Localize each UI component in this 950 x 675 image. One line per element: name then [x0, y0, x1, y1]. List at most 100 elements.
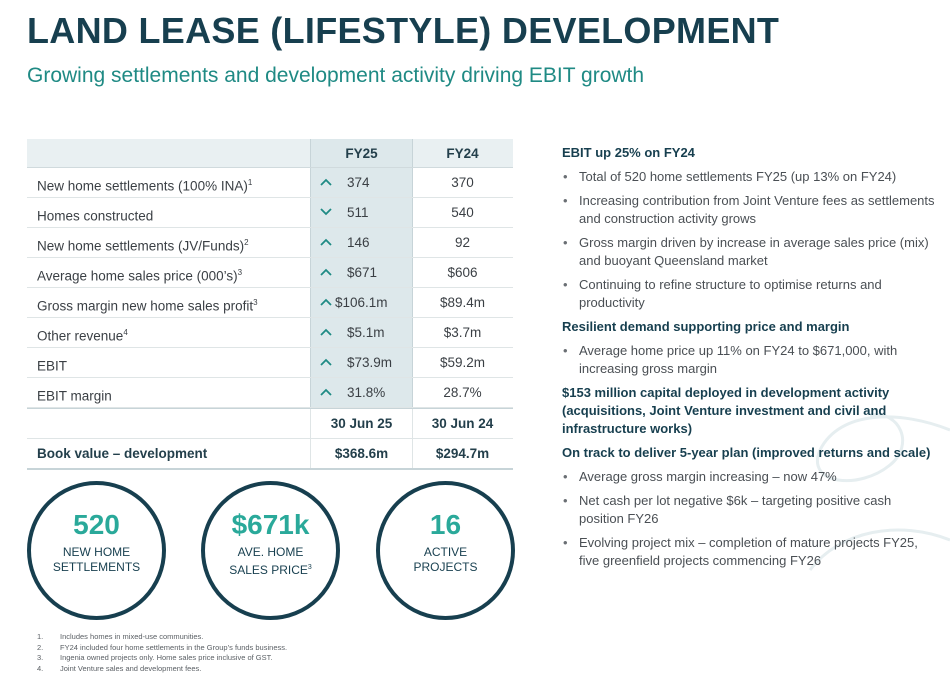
section-heading: Resilient demand supporting price and ma… [562, 319, 850, 334]
fy25-cell: 146 [310, 228, 413, 257]
table-row: Other revenue4 $5.1m $3.7m [27, 318, 513, 348]
fy25-value: 31.8% [347, 385, 386, 400]
chevron-up-icon [320, 168, 332, 197]
metric-footnote-ref: 3 [237, 268, 243, 277]
metric-label-text: Homes constructed [37, 208, 154, 224]
footnote-text: Ingenia owned projects only. Home sales … [60, 653, 273, 662]
stat-label: ACTIVE PROJECTS [380, 545, 511, 575]
stat-label: AVE. HOME SALES PRICE3 [205, 545, 336, 578]
metric-label: New home settlements (JV/Funds)2 [37, 228, 249, 261]
bullet-point: Evolving project mix – completion of mat… [562, 534, 937, 570]
metric-label-text: Other revenue [37, 328, 124, 344]
footnotes: 1. Includes homes in mixed-use communitie… [37, 632, 287, 674]
fy25-cell: 31.8% [310, 378, 413, 407]
metric-label: Homes constructed [37, 198, 153, 231]
footnote-text: FY24 included four home settlements in t… [60, 642, 288, 652]
metric-label-text: Gross margin new home sales profit [37, 298, 254, 314]
stat-label-line2: PROJECTS [413, 560, 478, 574]
stat-circle-settlements: 520 NEW HOME SETTLEMENTS [27, 481, 166, 620]
section-heading: On track to deliver 5-year plan (improve… [562, 445, 931, 460]
stat-value: 16 [429, 509, 462, 540]
footnote-number: 1. [37, 632, 44, 641]
stat-label-line2: SALES PRICE [229, 563, 308, 577]
metric-label-text: EBIT [37, 358, 68, 374]
footnote-number: 4. [37, 663, 44, 673]
fy25-cell: $73.9m [310, 348, 413, 377]
metric-label-text: EBIT margin [37, 388, 112, 404]
fy25-value: $106.1m [335, 295, 388, 310]
metric-label: Gross margin new home sales profit3 [37, 288, 258, 321]
metric-label: New home settlements (100% INA)1 [37, 168, 252, 201]
stat-value: 520 [73, 509, 120, 540]
page-subtitle: Growing settlements and development acti… [27, 64, 645, 87]
bullet-point: Average home price up 11% on FY24 to $67… [562, 342, 937, 378]
commentary-panel: EBIT up 25% on FY24 Total of 520 home set… [562, 144, 937, 576]
fy25-value: 146 [347, 235, 370, 250]
table-header-row: FY25 FY24 [27, 139, 513, 168]
fy24-value: $89.4m [439, 295, 486, 310]
fy25-value: 374 [347, 175, 370, 190]
metric-label-text: New home settlements (100% INA) [37, 178, 248, 194]
fy25-value: $73.9m [347, 355, 393, 370]
stat-circle-projects: 16 ACTIVE PROJECTS [376, 481, 515, 620]
bullet-point: Continuing to refine structure to optimi… [562, 276, 937, 312]
footnote-text: Joint Venture sales and development fees… [60, 663, 202, 673]
stat-footnote-ref: 3 [307, 564, 312, 571]
bullet-point: Net cash per lot negative $6k – targetin… [562, 492, 937, 528]
fy25-cell: 374 [310, 168, 413, 197]
metric-label: Average home sales price (000’s)3 [37, 258, 242, 291]
section-heading: EBIT up 25% on FY24 [562, 145, 695, 160]
date-fy25: 30 Jun 25 [310, 409, 413, 438]
stat-label-line1: ACTIVE [423, 545, 468, 559]
stat-label-line1: NEW HOME [62, 545, 131, 559]
bullet-point: Gross margin driven by increase in avera… [562, 234, 937, 270]
footnote-number: 3. [37, 653, 44, 662]
footnote-item: 2. FY24 included four home settlements in… [37, 643, 287, 654]
chevron-up-icon [320, 258, 332, 287]
footnote-item: 3. Ingenia owned projects only. Home sale… [37, 653, 287, 664]
column-header-fy24: FY24 [446, 146, 479, 161]
table-date-row: 30 Jun 25 30 Jun 24 [27, 408, 513, 439]
table-row: Average home sales price (000’s)3 $671 $60… [27, 258, 513, 288]
bullet-point: Average gross margin increasing – now 47… [562, 468, 937, 486]
fy25-value: $671 [347, 265, 378, 280]
fy25-cell: $671 [310, 258, 413, 287]
column-header-fy25: FY25 [310, 139, 413, 167]
bullet-point: Total of 520 home settlements FY25 (up 1… [562, 168, 937, 186]
footnote-item: 1. Includes homes in mixed-use communitie… [37, 632, 287, 643]
stat-label: NEW HOME SETTLEMENTS [31, 545, 162, 575]
metric-footnote-ref: 4 [123, 328, 128, 337]
development-metrics-table: FY25 FY24 New home settlements (100% INA… [27, 139, 513, 470]
fy25-value: 511 [347, 205, 369, 220]
stat-label-line1: AVE. HOME [237, 545, 304, 559]
fy25-value: $5.1m [347, 325, 385, 340]
footnote-number: 2. [37, 642, 44, 652]
metric-footnote-ref: 2 [244, 238, 249, 247]
table-row-book-value: Book value – development $368.6m $294.7m [27, 439, 513, 470]
fy24-value: 370 [451, 175, 474, 190]
fy24-value: 92 [454, 235, 471, 250]
fy25-cell: $5.1m [310, 318, 413, 347]
table-row: New home settlements (100% INA)1 374 370 [27, 168, 513, 198]
fy25-cell: 511 [310, 198, 413, 227]
chevron-up-icon [320, 288, 332, 317]
chevron-down-icon [320, 198, 332, 227]
bullet-point: Increasing contribution from Joint Ventu… [562, 192, 937, 228]
table-row: Gross margin new home sales profit3 $106.… [27, 288, 513, 318]
metric-label-text: Average home sales price (000’s) [37, 268, 238, 284]
metric-label: EBIT margin [37, 378, 112, 411]
book-value-label: Book value – development [37, 446, 208, 461]
table-row: New home settlements (JV/Funds)2 146 92 [27, 228, 513, 258]
book-value-fy25: $368.6m [310, 439, 413, 468]
stat-label-line2: SETTLEMENTS [52, 560, 141, 574]
page-title: LAND LEASE (LIFESTYLE) DEVELOPMENT [27, 10, 780, 51]
metric-label: EBIT [37, 348, 67, 381]
metric-label-text: New home settlements (JV/Funds) [37, 238, 245, 254]
fy25-cell: $106.1m [310, 288, 413, 317]
fy24-value: $3.7m [443, 325, 482, 340]
chevron-up-icon [320, 348, 332, 377]
table-row: EBIT $73.9m $59.2m [27, 348, 513, 378]
fy24-value: $606 [447, 265, 478, 280]
section-heading: $153 million capital deployed in develop… [562, 385, 890, 436]
table-row: Homes constructed 511 540 [27, 198, 513, 228]
